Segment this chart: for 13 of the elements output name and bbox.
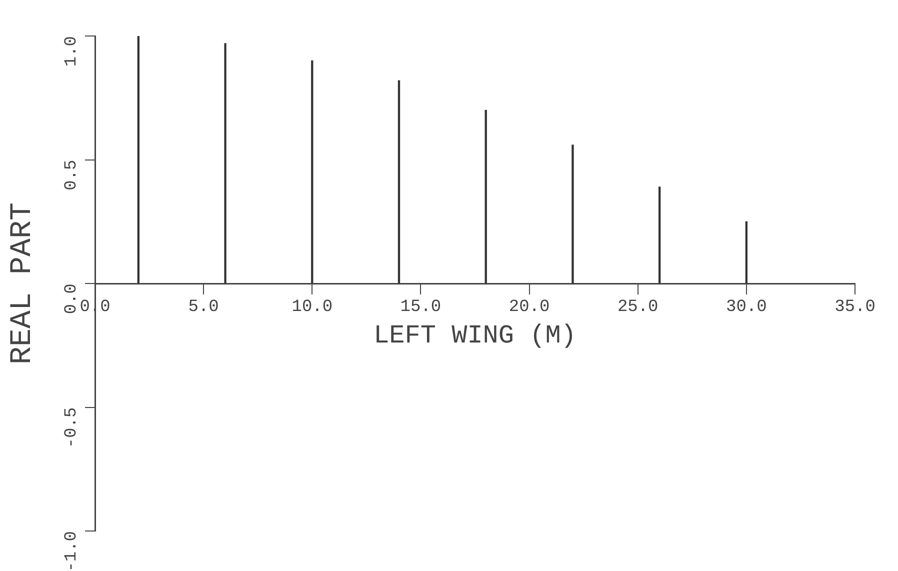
x-tick-label: 10.0	[292, 298, 333, 318]
x-tick-label: 20.0	[508, 298, 550, 318]
x-tick-label: 30.0	[726, 298, 767, 318]
x-tick-label: 5.0	[188, 298, 219, 318]
x-tick-label: 35.0	[834, 298, 876, 318]
y-axis-title: REAL PART	[6, 202, 40, 365]
y-tick-label: -0.5	[62, 407, 82, 448]
y-tick-label: -1.0	[62, 531, 82, 571]
x-tick-label: 25.0	[617, 298, 658, 318]
y-tick-label: 1.0	[62, 36, 82, 67]
x-axis-title: LEFT WING (M)	[374, 320, 576, 350]
x-tick-label: 15.0	[400, 298, 442, 318]
y-tick-label: 0.5	[62, 160, 82, 190]
